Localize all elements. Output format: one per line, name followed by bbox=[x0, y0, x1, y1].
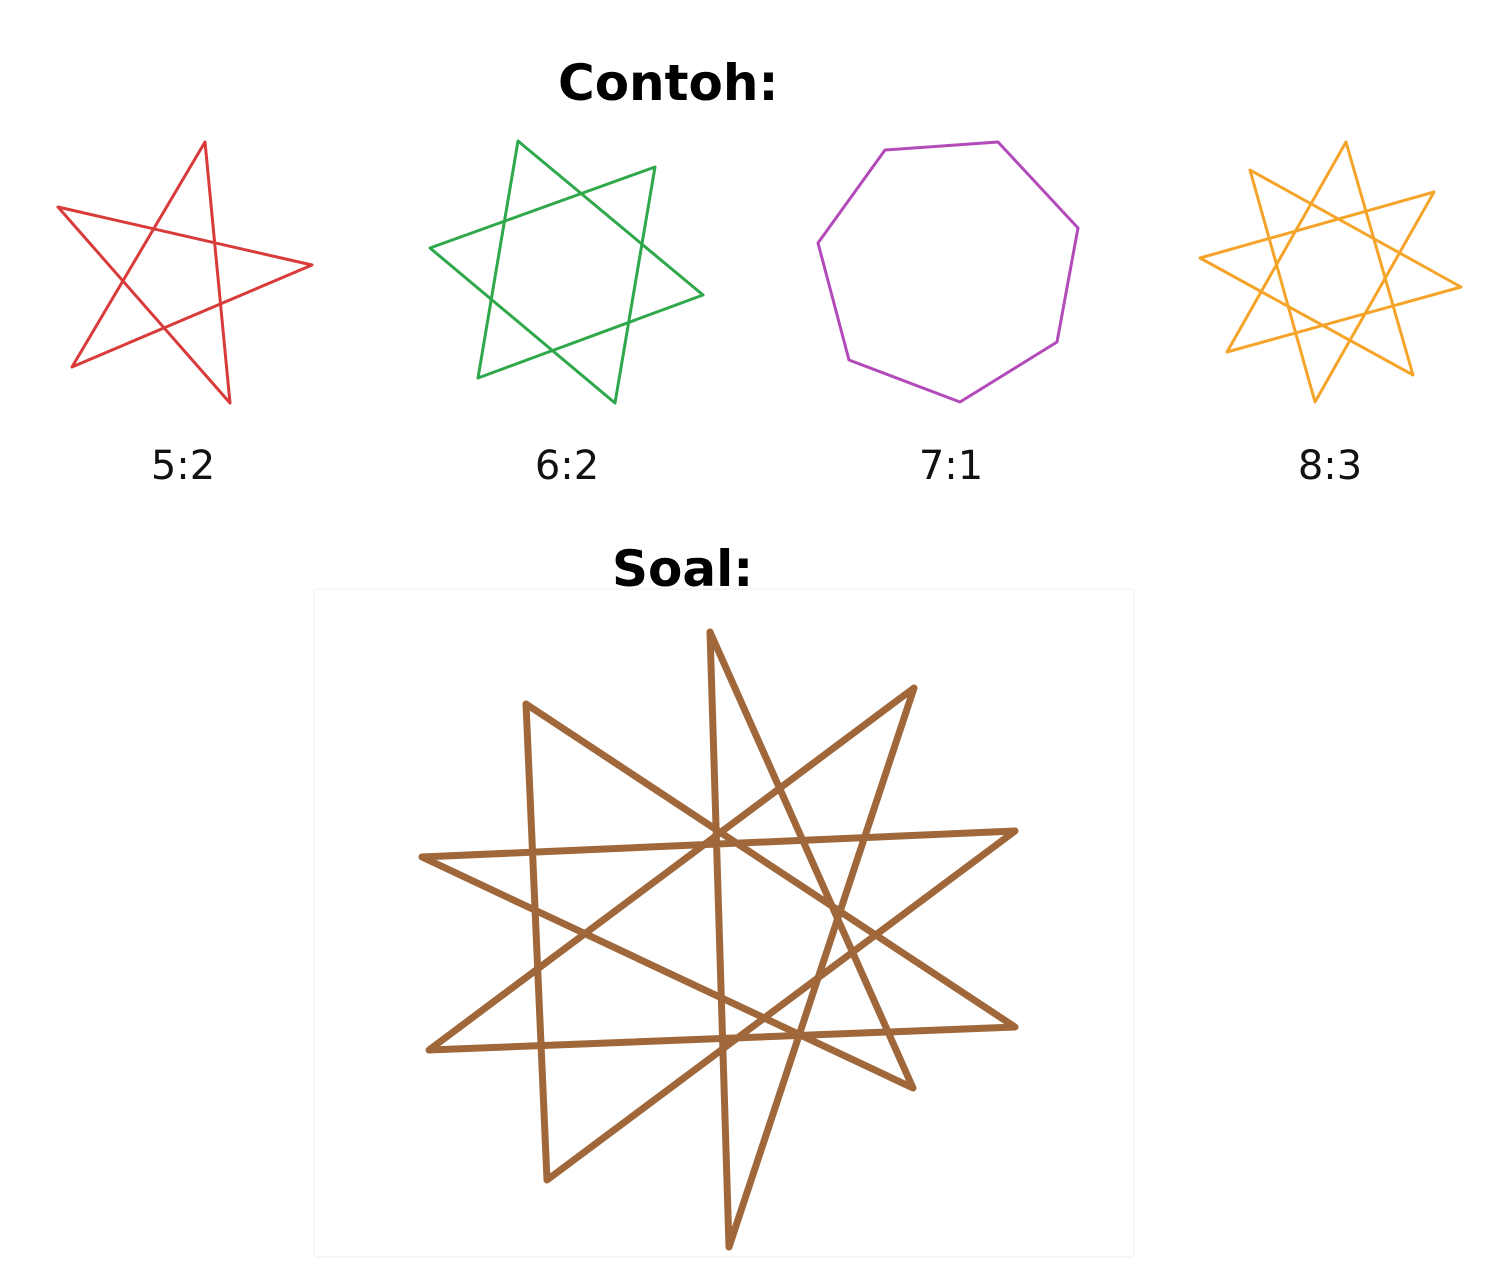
examples-heading: Contoh: bbox=[558, 54, 779, 112]
decagram-star bbox=[418, 628, 1019, 1251]
star-outline bbox=[1198, 140, 1463, 404]
question-heading: Soal: bbox=[612, 540, 754, 598]
example-label-8-3: 8:3 bbox=[1297, 443, 1363, 489]
example-label-6-2: 6:2 bbox=[534, 443, 600, 489]
heptagon-7-1 bbox=[816, 140, 1080, 404]
example-label-5-2: 5:2 bbox=[150, 443, 216, 489]
star-polygon-6-2 bbox=[428, 139, 705, 405]
star-polygon-8-3 bbox=[1198, 140, 1463, 404]
star-outline bbox=[56, 140, 314, 405]
star-polygon-10-3 bbox=[418, 628, 1019, 1251]
example-label-7-1: 7:1 bbox=[918, 443, 984, 489]
triangle-outline-a bbox=[476, 139, 705, 380]
heptagon-outline bbox=[816, 140, 1080, 404]
star-polygon-5-2 bbox=[56, 140, 314, 405]
triangle-outline-b bbox=[428, 165, 657, 405]
